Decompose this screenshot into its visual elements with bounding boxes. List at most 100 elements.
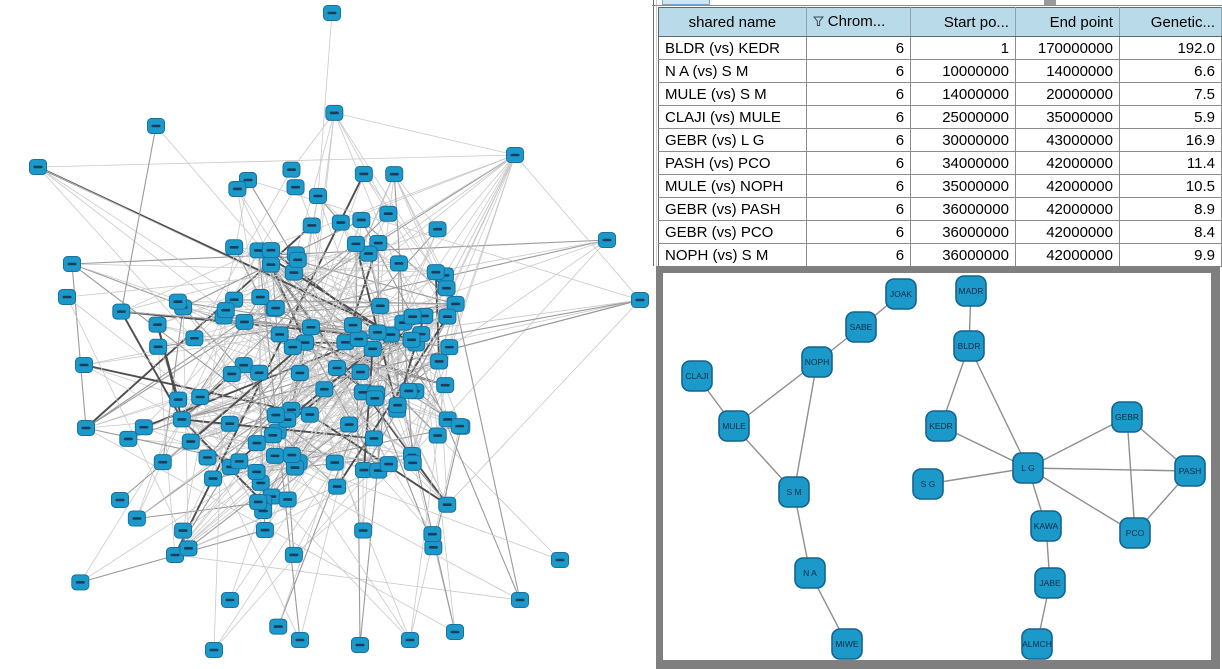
edge-LG-PASH[interactable] [1027, 467, 1191, 472]
table-row[interactable]: PASH (vs) PCO 6 34000000 42000000 11.4 [658, 151, 1222, 175]
column-header-chromosome[interactable]: Chrom... [806, 7, 912, 37]
table-cell[interactable]: 6 [806, 220, 912, 244]
node-label-CLAJI: CLAJI [685, 371, 708, 381]
table-row[interactable]: MULE (vs) NOPH 6 35000000 42000000 10.5 [658, 174, 1222, 198]
table-cell[interactable]: GEBR (vs) PCO [658, 220, 807, 244]
table-cell[interactable]: N A (vs) S M [658, 59, 807, 83]
table-cell[interactable]: 14000000 [910, 82, 1016, 106]
column-header-genetic[interactable]: Genetic... [1119, 7, 1222, 37]
network-node-label [602, 238, 612, 242]
edge-LG-GEBR[interactable] [1027, 416, 1128, 469]
node-SG[interactable] [912, 468, 944, 500]
large-network-canvas[interactable] [0, 0, 652, 669]
table-row[interactable]: MULE (vs) S M 6 14000000 20000000 7.5 [658, 82, 1222, 106]
node-KAWA[interactable] [1030, 510, 1062, 542]
node-LG[interactable] [1012, 452, 1044, 484]
table-cell[interactable]: 6 [806, 36, 912, 60]
node-GEBR[interactable] [1111, 401, 1143, 433]
table-cell[interactable]: 7.5 [1119, 82, 1222, 106]
table-row[interactable]: GEBR (vs) PASH 6 36000000 42000000 8.9 [658, 197, 1222, 221]
table-cell[interactable]: 42000000 [1015, 220, 1120, 244]
table-row[interactable]: GEBR (vs) PCO 6 36000000 42000000 8.4 [658, 220, 1222, 244]
large-network-panel[interactable] [0, 0, 652, 669]
node-ALMCH[interactable] [1021, 628, 1053, 660]
small-network-canvas[interactable]: JOAK MADR SABE NOPH BLDR CLAJI MULE KEDR GEBR L G… [663, 273, 1211, 660]
node-JABE[interactable] [1034, 567, 1066, 599]
table-cell[interactable]: 36000000 [910, 243, 1016, 267]
node-MADR[interactable] [955, 275, 987, 307]
table-cell[interactable]: 6 [806, 82, 912, 106]
table-cell[interactable]: 1 [910, 36, 1016, 60]
table-cell[interactable]: 30000000 [910, 128, 1016, 152]
node-NOPH[interactable] [801, 346, 833, 378]
node-BLDR[interactable] [953, 330, 985, 362]
table-cell[interactable]: 36000000 [910, 197, 1016, 221]
table-cell[interactable]: 42000000 [1015, 243, 1120, 267]
table-cell[interactable]: 6 [806, 105, 912, 129]
edge-NOPH-SM[interactable] [793, 361, 818, 493]
network-edge [177, 250, 259, 400]
table-cell[interactable]: 6 [806, 243, 912, 267]
table-cell[interactable]: 42000000 [1015, 151, 1120, 175]
table-cell[interactable]: 42000000 [1015, 197, 1120, 221]
table-cell[interactable]: 6 [806, 151, 912, 175]
table-cell[interactable]: 35000000 [1015, 105, 1120, 129]
node-MULE[interactable] [718, 410, 750, 442]
table-cell[interactable]: 6 [806, 197, 912, 221]
table-cell[interactable]: 42000000 [1015, 174, 1120, 198]
table-cell[interactable]: 10.5 [1119, 174, 1222, 198]
column-header-shared-name[interactable]: shared name [658, 7, 807, 37]
table-row[interactable]: N A (vs) S M 6 10000000 14000000 6.6 [658, 59, 1222, 83]
node-KEDR[interactable] [925, 410, 957, 442]
column-header-start-point[interactable]: Start po... [910, 7, 1016, 37]
table-cell[interactable]: 25000000 [910, 105, 1016, 129]
node-NA[interactable] [794, 557, 826, 589]
table-row[interactable]: GEBR (vs) L G 6 30000000 43000000 16.9 [658, 128, 1222, 152]
table-cell[interactable]: GEBR (vs) L G [658, 128, 807, 152]
table-cell[interactable]: 10000000 [910, 59, 1016, 83]
column-header-end-point[interactable]: End point [1015, 7, 1120, 37]
table-cell[interactable]: 5.9 [1119, 105, 1222, 129]
node-PASH[interactable] [1174, 455, 1206, 487]
table-cell[interactable]: 9.9 [1119, 243, 1222, 267]
table-cell[interactable]: NOPH (vs) S M [658, 243, 807, 267]
node-MIWE[interactable] [831, 628, 863, 660]
table-cell[interactable]: 6.6 [1119, 59, 1222, 83]
edge-BLDR-LG[interactable] [968, 345, 1029, 469]
table-cell[interactable]: 6 [806, 59, 912, 83]
table-cell[interactable]: PASH (vs) PCO [658, 151, 807, 175]
table-cell[interactable]: 170000000 [1015, 36, 1120, 60]
small-network-viewport[interactable]: JOAK MADR SABE NOPH BLDR CLAJI MULE KEDR GEBR L G… [663, 273, 1211, 660]
node-SM[interactable] [778, 476, 810, 508]
table-row[interactable]: CLAJI (vs) MULE 6 25000000 35000000 5.9 [658, 105, 1222, 129]
filter-icon[interactable] [812, 14, 824, 31]
table-cell[interactable]: 8.4 [1119, 220, 1222, 244]
table-row[interactable]: BLDR (vs) KEDR 6 1 170000000 192.0 [658, 36, 1222, 60]
node-PCO[interactable] [1119, 517, 1151, 549]
table-cell[interactable]: 11.4 [1119, 151, 1222, 175]
table-cell[interactable]: 14000000 [1015, 59, 1120, 83]
table-cell[interactable]: GEBR (vs) PASH [658, 197, 807, 221]
table-cell[interactable]: 34000000 [910, 151, 1016, 175]
table-cell[interactable]: 16.9 [1119, 128, 1222, 152]
edge-SG-LG[interactable] [927, 467, 1029, 485]
node-CLAJI[interactable] [681, 360, 713, 392]
table-cell[interactable]: MULE (vs) S M [658, 82, 807, 106]
table-cell[interactable]: CLAJI (vs) MULE [658, 105, 807, 129]
node-JOAK[interactable] [885, 278, 917, 310]
table-cell[interactable]: 6 [806, 174, 912, 198]
table-cell[interactable]: 20000000 [1015, 82, 1120, 106]
edge-GEBR-PCO[interactable] [1126, 416, 1136, 534]
table-cell[interactable]: 6 [806, 128, 912, 152]
table-cell[interactable]: 8.9 [1119, 197, 1222, 221]
network-edge [390, 334, 446, 386]
table-cell[interactable]: 192.0 [1119, 36, 1222, 60]
table-cell[interactable]: BLDR (vs) KEDR [658, 36, 807, 60]
table-row[interactable]: NOPH (vs) S M 6 36000000 42000000 9.9 [658, 243, 1222, 267]
edge-LG-PCO[interactable] [1027, 467, 1136, 534]
table-cell[interactable]: 35000000 [910, 174, 1016, 198]
table-cell[interactable]: 43000000 [1015, 128, 1120, 152]
table-cell[interactable]: 36000000 [910, 220, 1016, 244]
node-SABE[interactable] [845, 311, 877, 343]
table-cell[interactable]: MULE (vs) NOPH [658, 174, 807, 198]
